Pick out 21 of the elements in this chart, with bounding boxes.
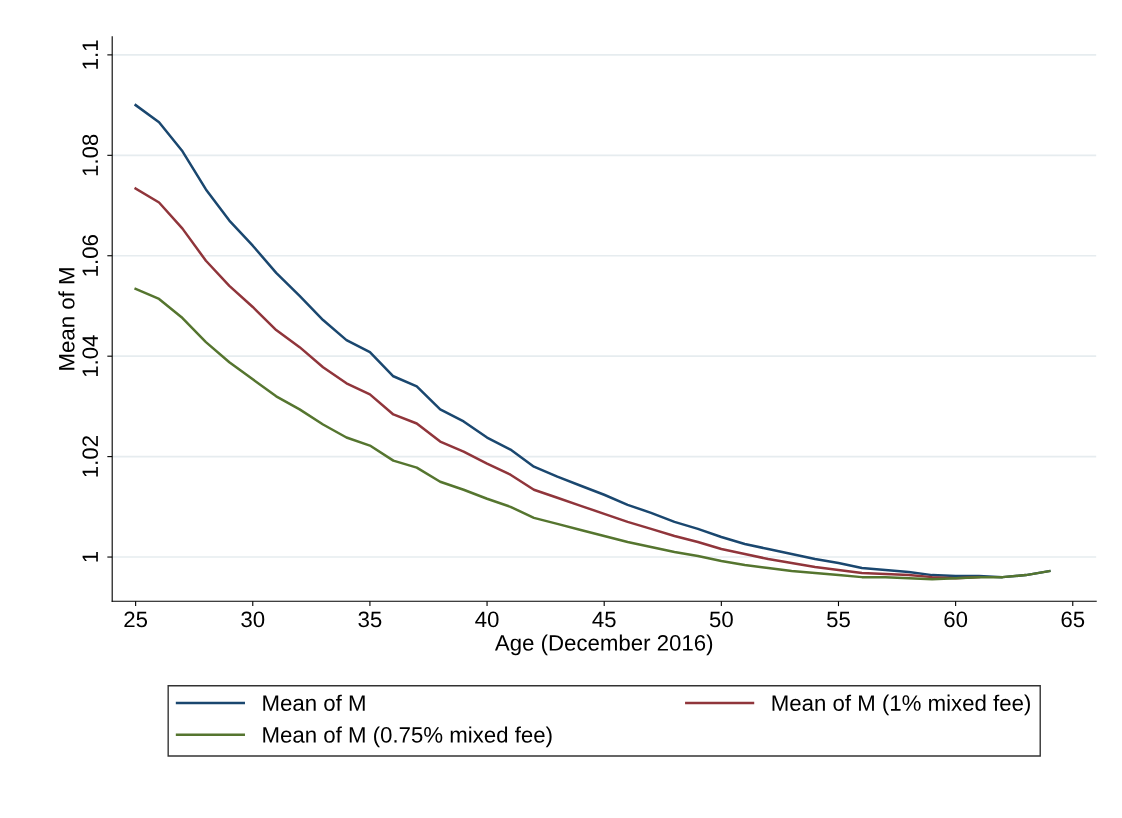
y-tick-label: 1: [82, 551, 98, 562]
x-tick-label: 50: [709, 611, 733, 628]
x-tick-label: 25: [124, 611, 148, 628]
x-tick-label: 45: [592, 611, 616, 628]
x-tick-label: 65: [1061, 611, 1085, 628]
legend-label: Mean of M (1% mixed fee): [772, 694, 1030, 716]
x-axis-title: Age (December 2016): [494, 634, 713, 656]
x-tick-label: 55: [827, 611, 850, 628]
x-tick-label: 60: [944, 611, 968, 628]
y-tick-label: 1.06: [82, 235, 99, 276]
y-tick-label: 1.1: [82, 40, 98, 69]
x-tick-label: 40: [475, 611, 499, 628]
y-tick-label: 1.02: [82, 436, 99, 477]
y-tick-label: 1.04: [82, 335, 99, 377]
y-axis-title: Mean of M: [58, 268, 75, 370]
legend-label: Mean of M: [263, 694, 365, 711]
x-tick-label: 30: [241, 611, 265, 628]
x-tick-label: 35: [358, 611, 382, 628]
legend-label: Mean of M (0.75% mixed fee): [263, 726, 552, 748]
y-tick-label: 1.08: [82, 134, 99, 176]
line-series: [134, 287, 1051, 581]
